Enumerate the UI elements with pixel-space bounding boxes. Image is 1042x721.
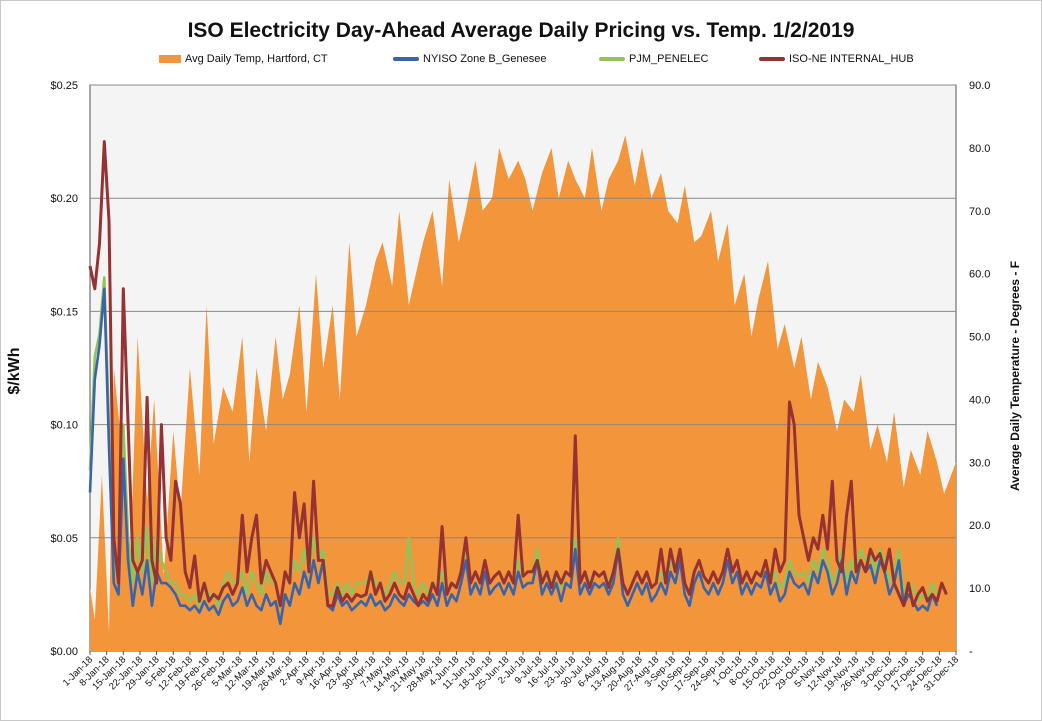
- y-tick-label-right: 20.0: [969, 520, 990, 532]
- y-tick-label-left: $0.20: [50, 193, 78, 205]
- legend-item-isone: ISO-NE INTERNAL_HUB: [759, 53, 914, 65]
- legend-label-nyiso: NYISO Zone B_Genesee: [423, 53, 547, 65]
- y-tick-label-right: 90.0: [969, 80, 990, 92]
- y-tick-label-right: 80.0: [969, 143, 990, 155]
- y-tick-label-right: 30.0: [969, 457, 990, 469]
- chart-title: ISO Electricity Day-Ahead Average Daily …: [187, 19, 855, 42]
- y-tick-label-right: -: [969, 646, 973, 658]
- legend-swatch-nyiso: [393, 57, 419, 61]
- legend-swatch-isone: [759, 57, 785, 61]
- legend-label-pjm: PJM_PENELEC: [629, 53, 709, 65]
- y-tick-label-left: $0.00: [50, 646, 78, 658]
- legend-swatch-pjm: [599, 57, 625, 61]
- series-line-nyiso: [88, 287, 939, 626]
- y-tick-label-right: 60.0: [969, 269, 990, 281]
- y-tick-label-right: 40.0: [969, 394, 990, 406]
- series-line-isone: [88, 140, 948, 608]
- y-tick-label-left: $0.10: [50, 420, 78, 432]
- legend-label-temp: Avg Daily Temp, Hartford, CT: [185, 53, 328, 65]
- y-tick-label-left: $0.25: [50, 80, 78, 92]
- y-tick-label-right: 50.0: [969, 332, 990, 344]
- legend-item-nyiso: NYISO Zone B_Genesee: [393, 53, 547, 65]
- y-tick-label-left: $0.05: [50, 533, 78, 545]
- y-tick-label-right: 10.0: [969, 583, 990, 595]
- legend-item-pjm: PJM_PENELEC: [599, 53, 708, 65]
- y-tick-label-left: $0.15: [50, 306, 78, 318]
- legend-label-isone: ISO-NE INTERNAL_HUB: [789, 53, 914, 65]
- y-tick-label-right: 70.0: [969, 206, 990, 218]
- legend-item-temp: Avg Daily Temp, Hartford, CT: [159, 53, 328, 65]
- legend-swatch-temp: [159, 55, 181, 63]
